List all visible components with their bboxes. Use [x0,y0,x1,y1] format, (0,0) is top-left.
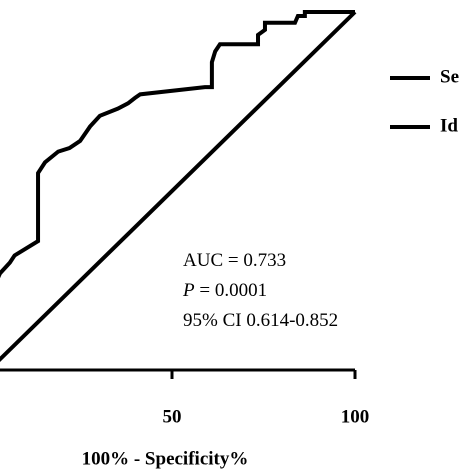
annotation: AUC = 0.733 [183,250,286,271]
x-tick-label: 100 [341,406,370,427]
annotation: P = 0.0001 [182,280,267,301]
legend-label: Id [440,115,458,136]
annotation-text: = 0.0001 [195,280,267,301]
roc-line [0,10,357,363]
annotation-italic: P [182,280,195,301]
annotation-text: 95% CI 0.614-0.852 [183,310,338,331]
x-axis-label: 100% - Specificity% [82,448,249,469]
roc-line [0,10,355,279]
x-tick-label: 50 [163,406,182,427]
annotation: 95% CI 0.614-0.852 [183,310,338,331]
legend-label: Se [440,66,459,87]
annotation-text: AUC = 0.733 [183,250,286,271]
